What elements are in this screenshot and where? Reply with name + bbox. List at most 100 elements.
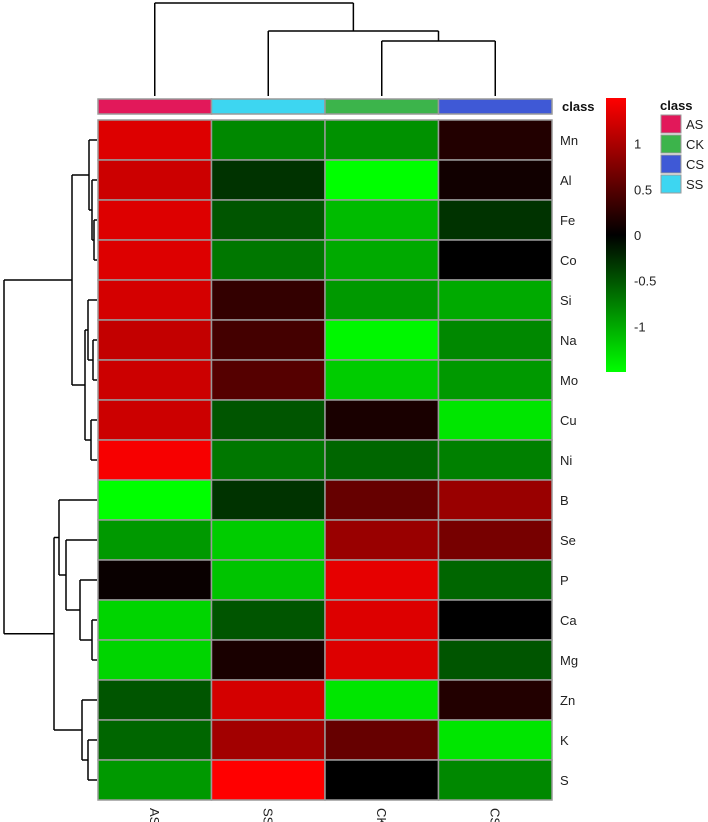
heatmap-cell (210, 479, 326, 521)
heatmap-cell (97, 559, 213, 601)
row-label: S (560, 773, 569, 788)
color-scale-bar (606, 98, 626, 372)
heatmap-cell (324, 319, 440, 361)
heatmap-cell (97, 279, 213, 321)
heatmap-cell (324, 679, 440, 721)
heatmap-cell (324, 159, 440, 201)
row-label: Zn (560, 693, 575, 708)
heatmap-cell (324, 719, 440, 761)
annotation-bar-title: class (562, 99, 595, 114)
annotation-cell (97, 98, 213, 115)
heatmap-cell (97, 159, 213, 201)
row-label: K (560, 733, 569, 748)
heatmap-cell (210, 159, 326, 201)
annotation-cell (437, 98, 553, 115)
heatmap-cell (437, 599, 553, 641)
row-label: Cu (560, 413, 577, 428)
row-label: Ni (560, 453, 572, 468)
heatmap-cell (437, 239, 553, 281)
class-legend-swatch (660, 154, 682, 174)
heatmap-cell (437, 359, 553, 401)
heatmap-cell (97, 639, 213, 681)
heatmap-cell (437, 199, 553, 241)
class-legend-title: class (660, 98, 693, 113)
heatmap-cell (324, 519, 440, 561)
color-scale-tick-label: 1 (634, 137, 641, 152)
heatmap-cell (324, 599, 440, 641)
row-label: P (560, 573, 569, 588)
class-legend-label: CS (686, 157, 704, 172)
heatmap-cell (437, 519, 553, 561)
column-label: CK (374, 808, 389, 822)
column-labels: AS SS CK CS (147, 808, 503, 822)
column-label: AS (147, 808, 162, 822)
class-legend: class AS CK CS SS (660, 98, 704, 194)
class-legend-label: SS (686, 177, 704, 192)
column-dendrogram (154, 2, 496, 96)
row-label: B (560, 493, 569, 508)
heatmap-cell (437, 439, 553, 481)
heatmap-cell (210, 319, 326, 361)
heatmap-cell (437, 279, 553, 321)
heatmap-cell (324, 239, 440, 281)
heatmap-cell (210, 519, 326, 561)
heatmap-cell (210, 239, 326, 281)
heatmap-cell (324, 439, 440, 481)
heatmap-cell (210, 759, 326, 801)
row-label: Mg (560, 653, 578, 668)
heatmap-cell (210, 199, 326, 241)
heatmap-cell (210, 279, 326, 321)
color-scale-legend: 1 0.5 0 -0.5 -1 (606, 98, 656, 372)
annotation-cell (210, 98, 326, 115)
heatmap-cell (437, 719, 553, 761)
heatmap-cell (97, 359, 213, 401)
row-label: Ca (560, 613, 577, 628)
heatmap-cell (97, 439, 213, 481)
heatmap-cell (324, 479, 440, 521)
annotation-cell (324, 98, 440, 115)
heatmap-cell (324, 399, 440, 441)
heatmap-cell (210, 639, 326, 681)
heatmap-cell (97, 199, 213, 241)
heatmap-cell (97, 399, 213, 441)
heatmap-cell (324, 199, 440, 241)
heatmap-cell (324, 639, 440, 681)
heatmap-cell (437, 639, 553, 681)
row-labels: Mn Al Fe Co Si Na Mo Cu Ni B Se P Ca Mg Zn K S (560, 133, 578, 788)
column-label: CS (487, 808, 502, 822)
heatmap-cell (210, 359, 326, 401)
column-label: SS (260, 808, 275, 822)
heatmap-cell (437, 759, 553, 801)
heatmap-cell (437, 479, 553, 521)
class-legend-swatch (660, 134, 682, 154)
row-label: Si (560, 293, 572, 308)
row-label: Mn (560, 133, 578, 148)
row-dendrogram (3, 139, 97, 781)
heatmap-cell (97, 479, 213, 521)
heatmap-cell (324, 559, 440, 601)
heatmap-cell (437, 559, 553, 601)
heatmap-cells (97, 119, 553, 801)
color-scale-tick-label: 0.5 (634, 182, 652, 197)
heatmap-cell (437, 399, 553, 441)
heatmap-cell (97, 319, 213, 361)
class-legend-label: CK (686, 137, 704, 152)
heatmap-cell (437, 159, 553, 201)
row-label: Al (560, 173, 572, 188)
heatmap-cell (97, 239, 213, 281)
row-label: Mo (560, 373, 578, 388)
class-legend-label: AS (686, 117, 704, 132)
class-legend-swatch (660, 174, 682, 194)
heatmap-cell (437, 319, 553, 361)
heatmap-cell (210, 599, 326, 641)
heatmap-cell (324, 119, 440, 161)
color-scale-tick-label: -0.5 (634, 274, 656, 289)
heatmap-cell (97, 759, 213, 801)
heatmap-cell (97, 719, 213, 761)
heatmap-cell (210, 719, 326, 761)
heatmap-cell (210, 439, 326, 481)
color-scale-tick-label: 0 (634, 228, 641, 243)
heatmap-cell (97, 119, 213, 161)
row-label: Na (560, 333, 577, 348)
